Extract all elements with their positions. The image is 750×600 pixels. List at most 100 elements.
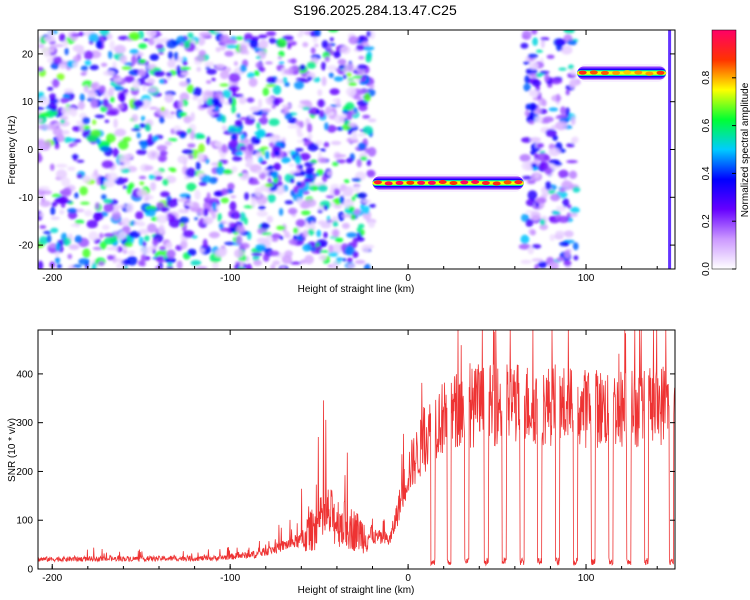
noise-blob bbox=[293, 227, 299, 234]
noise-blob bbox=[276, 225, 286, 231]
noise-blob bbox=[528, 89, 540, 98]
noise-blob bbox=[79, 124, 85, 133]
noise-blob bbox=[346, 63, 355, 72]
noise-blob bbox=[284, 200, 294, 205]
noise-blob bbox=[215, 63, 225, 69]
noise-blob bbox=[569, 213, 578, 217]
noise-blob bbox=[59, 97, 69, 104]
y-tick-label: 0 bbox=[27, 565, 33, 576]
noise-blob bbox=[179, 66, 191, 71]
noise-blob bbox=[367, 147, 377, 157]
noise-blob bbox=[206, 192, 211, 202]
noise-blob bbox=[243, 217, 248, 225]
noise-blob bbox=[183, 40, 191, 49]
noise-blob bbox=[256, 210, 268, 217]
noise-blob bbox=[356, 88, 369, 95]
noise-blob bbox=[228, 222, 236, 228]
noise-blob bbox=[56, 73, 65, 81]
noise-blob bbox=[101, 194, 107, 200]
noise-blob bbox=[307, 175, 313, 180]
noise-blob bbox=[110, 96, 115, 103]
noise-blob bbox=[38, 260, 44, 269]
noise-blob bbox=[234, 119, 243, 127]
noise-blob bbox=[219, 83, 230, 87]
noise-blob bbox=[67, 208, 78, 214]
noise-blob bbox=[197, 152, 204, 162]
noise-blob bbox=[274, 150, 281, 157]
noise-blob bbox=[235, 36, 244, 41]
noise-blob bbox=[260, 146, 269, 150]
noise-blob bbox=[572, 242, 579, 251]
noise-blob bbox=[323, 205, 328, 211]
noise-blob bbox=[292, 172, 303, 177]
noise-blob bbox=[281, 104, 292, 108]
figure-title: S196.2025.284.13.47.C25 bbox=[293, 2, 457, 18]
noise-blob bbox=[105, 110, 118, 116]
noise-blob bbox=[551, 210, 561, 215]
noise-blob bbox=[217, 212, 222, 222]
noise-blob bbox=[329, 187, 334, 197]
noise-blob bbox=[547, 189, 556, 195]
noise-blob bbox=[249, 106, 260, 112]
line-peak bbox=[612, 70, 621, 75]
noise-blob bbox=[91, 262, 97, 269]
noise-blob bbox=[307, 143, 319, 152]
noise-blob bbox=[67, 253, 73, 260]
noise-blob bbox=[88, 32, 99, 42]
noise-blob bbox=[63, 237, 72, 247]
noise-blob bbox=[148, 174, 156, 180]
noise-blob bbox=[567, 40, 577, 46]
noise-blob bbox=[116, 262, 125, 269]
noise-blob bbox=[281, 255, 293, 265]
snr-y-ticks: 0 100 200 300 400 bbox=[16, 369, 675, 576]
spectral-line-1 bbox=[372, 174, 524, 192]
noise-blob bbox=[522, 175, 532, 180]
noise-blob bbox=[329, 88, 340, 96]
noise-blob bbox=[140, 115, 146, 121]
line-peak bbox=[656, 70, 665, 75]
noise-blob bbox=[198, 181, 208, 186]
noise-blob bbox=[113, 77, 122, 83]
noise-blob bbox=[200, 104, 211, 108]
line-peak bbox=[471, 180, 480, 184]
noise-blob bbox=[297, 132, 304, 138]
noise-blob bbox=[536, 49, 543, 53]
noise-blob bbox=[557, 114, 569, 118]
noise-blob bbox=[540, 38, 546, 49]
noise-blob bbox=[147, 208, 156, 217]
noise-blob bbox=[278, 61, 285, 65]
noise-blob bbox=[103, 180, 115, 188]
noise-blob bbox=[214, 249, 227, 258]
noise-blob bbox=[221, 115, 226, 124]
noise-blob bbox=[296, 198, 303, 205]
noise-blob bbox=[131, 55, 137, 66]
noise-blob bbox=[530, 211, 541, 221]
noise-blob bbox=[307, 133, 313, 140]
noise-blob bbox=[117, 204, 126, 208]
noise-blob bbox=[214, 30, 226, 33]
noise-blob bbox=[76, 159, 85, 163]
noise-blob bbox=[179, 208, 186, 213]
noise-blob bbox=[86, 219, 98, 229]
noise-blob bbox=[570, 206, 580, 214]
noise-blob bbox=[338, 65, 345, 69]
noise-blob bbox=[92, 119, 97, 125]
noise-blob bbox=[99, 241, 108, 250]
noise-blob bbox=[187, 32, 194, 39]
noise-blob bbox=[107, 255, 115, 261]
noise-blob bbox=[173, 51, 179, 61]
noise-blob bbox=[140, 254, 146, 263]
noise-blob bbox=[39, 236, 49, 245]
noise-blob bbox=[219, 45, 226, 51]
noise-blob bbox=[52, 56, 63, 65]
line-peak bbox=[427, 180, 436, 185]
noise-blob bbox=[556, 93, 561, 102]
noise-blob bbox=[93, 169, 99, 177]
noise-blob bbox=[239, 212, 246, 222]
noise-blob bbox=[304, 198, 317, 208]
noise-blob bbox=[221, 143, 228, 154]
noise-blob bbox=[271, 238, 279, 242]
noise-blob bbox=[265, 167, 274, 171]
